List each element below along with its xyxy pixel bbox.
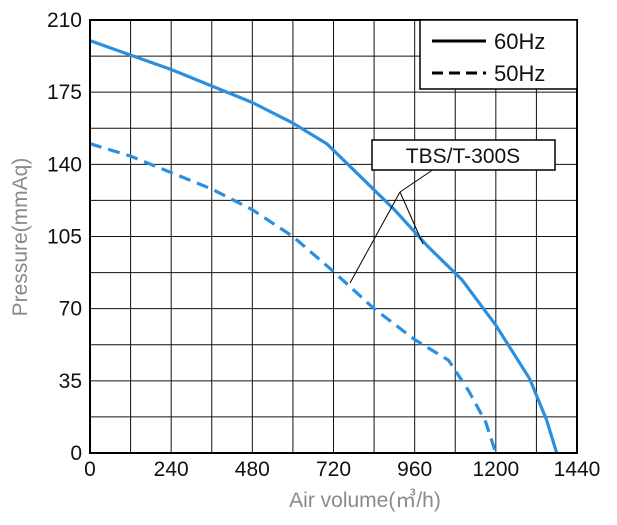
- y-tick-label: 140: [47, 153, 82, 176]
- x-tick-label: 0: [84, 458, 96, 481]
- legend-label-60hz: 60Hz: [494, 29, 545, 54]
- x-tick-label: 960: [397, 458, 432, 481]
- y-tick-label: 105: [47, 226, 82, 249]
- plot-frame: [89, 19, 578, 454]
- x-tick-label: 480: [235, 458, 270, 481]
- y-tick-label: 210: [47, 9, 82, 32]
- y-tick-label: 0: [70, 442, 82, 465]
- series-line-60hz: [89, 39, 559, 454]
- y-tick-label: 35: [59, 370, 82, 393]
- y-tick-label: 175: [47, 81, 82, 104]
- y-axis-title: Pressure(mmAq): [9, 158, 32, 317]
- callout-leader-60hz: [399, 191, 424, 245]
- legend-box: [419, 19, 578, 90]
- x-tick-label: 1200: [472, 458, 519, 481]
- x-tick-label: 240: [154, 458, 189, 481]
- series-lines: [89, 39, 559, 454]
- model-callout: TBS/T-300S: [349, 139, 556, 284]
- callout-leader-50hz: [349, 191, 401, 284]
- callout-box: [371, 139, 556, 171]
- x-tick-label: 720: [316, 458, 351, 481]
- series-line-50hz: [89, 142, 498, 454]
- legend-label-50hz: 50Hz: [494, 61, 545, 86]
- tick-labels: 0 240 480 720 960 1200 1440 0 35 70 105 140 175 210: [47, 9, 600, 481]
- x-axis-title: Air volume(㎥/h): [289, 488, 441, 512]
- y-tick-label: 70: [59, 298, 82, 321]
- callout-label: TBS/T-300S: [406, 145, 520, 168]
- x-tick-label: 1440: [554, 458, 601, 481]
- legend: 60Hz 50Hz: [419, 19, 578, 90]
